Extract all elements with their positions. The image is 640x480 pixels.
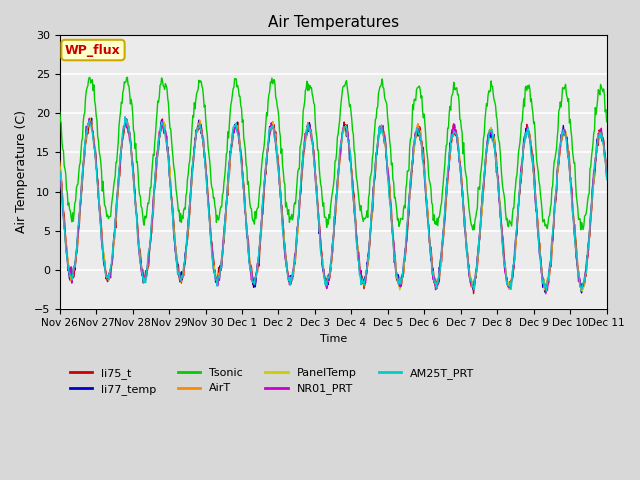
Legend: li75_t, li77_temp, Tsonic, AirT, PanelTemp, NR01_PRT, AM25T_PRT: li75_t, li77_temp, Tsonic, AirT, PanelTe… [65,363,478,400]
Y-axis label: Air Temperature (C): Air Temperature (C) [15,110,28,233]
Text: WP_flux: WP_flux [65,44,121,57]
Title: Air Temperatures: Air Temperatures [268,15,399,30]
X-axis label: Time: Time [319,334,347,344]
